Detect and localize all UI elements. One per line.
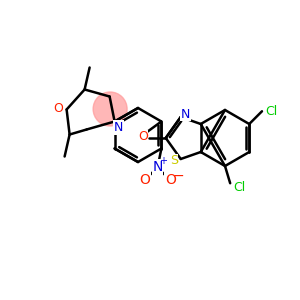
Text: N: N [181,107,190,121]
Text: O: O [54,102,64,115]
Text: +: + [160,156,167,166]
Text: O: O [139,173,150,187]
Text: O: O [138,130,148,143]
Text: N: N [181,107,190,121]
Text: O: O [165,173,176,187]
Text: Cl: Cl [265,105,277,118]
Text: O: O [138,130,148,143]
Text: S: S [170,154,178,167]
Text: N: N [152,160,163,174]
Text: −: − [172,169,184,183]
Text: N: N [114,121,123,134]
Circle shape [93,92,127,126]
Text: Cl: Cl [265,105,277,118]
Text: S: S [170,154,178,167]
Text: Cl: Cl [233,181,245,194]
Text: Cl: Cl [233,181,245,194]
